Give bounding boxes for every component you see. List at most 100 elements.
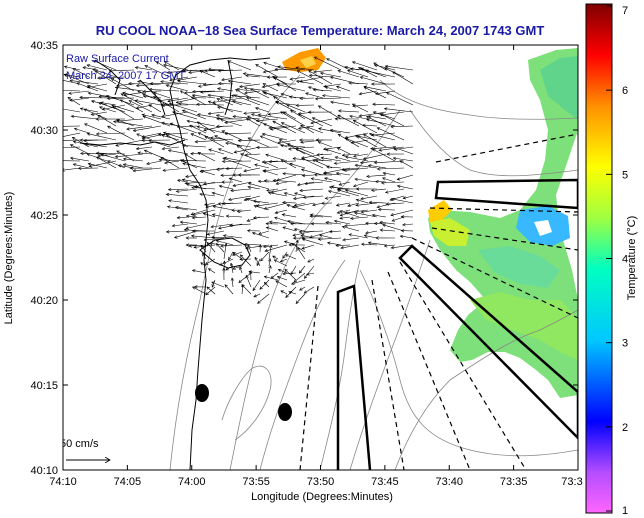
current-vector	[63, 89, 81, 92]
current-vector-head	[112, 105, 116, 109]
current-vector	[277, 84, 306, 92]
current-vector	[282, 214, 297, 218]
current-vector	[185, 181, 207, 184]
current-vector	[230, 263, 234, 274]
current-vector	[95, 70, 117, 85]
current-vector	[192, 209, 216, 216]
current-vector-head	[254, 107, 259, 111]
current-vector	[142, 93, 171, 106]
current-vector	[336, 172, 351, 176]
current-vector	[153, 96, 180, 113]
current-vector	[169, 76, 189, 81]
current-vector	[325, 86, 342, 92]
current-vector-head	[70, 114, 75, 119]
current-vector-head	[191, 186, 195, 190]
current-vector-head	[161, 121, 165, 125]
current-vector	[284, 192, 297, 197]
current-vector	[353, 120, 378, 134]
current-vector	[336, 86, 351, 92]
current-vector-head	[255, 64, 259, 68]
current-vector-head	[268, 220, 273, 224]
current-vector-head	[301, 173, 306, 178]
current-vector-head	[301, 238, 306, 242]
sst-patch-north	[282, 48, 326, 72]
current-vector-head	[261, 91, 266, 94]
current-vector	[343, 167, 369, 171]
current-vector-head	[252, 287, 256, 292]
current-vector	[301, 234, 315, 239]
current-vector-head	[344, 65, 348, 70]
current-vector-head	[266, 188, 270, 192]
current-vector-head	[376, 127, 381, 131]
current-vector-head	[385, 202, 389, 206]
current-vector	[153, 92, 171, 99]
current-vector-head	[217, 87, 221, 91]
current-vector	[210, 223, 234, 228]
current-vector-head	[190, 133, 195, 137]
current-vector	[241, 284, 244, 295]
current-vector	[272, 255, 279, 260]
current-vector-head	[225, 166, 229, 171]
current-vector-head	[245, 74, 249, 78]
current-vector-head	[294, 192, 298, 196]
current-vector-head	[132, 128, 137, 132]
current-vector-head	[268, 258, 272, 262]
current-vector	[135, 67, 153, 71]
current-vector-head	[230, 277, 234, 281]
current-vector	[137, 152, 153, 155]
current-vector	[385, 65, 414, 71]
current-vector-head	[362, 133, 367, 137]
current-vector-head	[379, 220, 383, 225]
current-vector	[256, 258, 261, 266]
current-vector-head	[363, 86, 368, 90]
current-vector	[360, 160, 378, 164]
current-vector	[393, 157, 414, 162]
current-vector	[283, 111, 297, 120]
current-vector-head	[185, 214, 190, 218]
current-vector-head	[222, 267, 226, 271]
current-vector-head	[160, 156, 164, 160]
colorbar: 7 6 5 4 3 2 1 Temperature (°C)	[585, 3, 638, 517]
current-vector	[161, 134, 180, 141]
current-vector-head	[321, 201, 325, 205]
current-vector-head	[204, 136, 209, 140]
current-vector-head	[114, 86, 119, 90]
current-vector-head	[399, 234, 404, 239]
current-vector-head	[282, 255, 286, 259]
current-vector-head	[120, 93, 125, 97]
current-vector-head	[366, 174, 370, 178]
current-vector-head	[180, 159, 184, 163]
current-vector	[174, 230, 198, 238]
current-vector-head	[192, 89, 196, 94]
current-vector-head	[249, 88, 254, 92]
current-vector	[252, 279, 261, 291]
current-vector	[320, 72, 342, 78]
current-vector	[299, 230, 324, 233]
current-vector-head	[73, 127, 78, 131]
x-tick-label: 74:05	[114, 476, 142, 488]
current-vector	[221, 130, 243, 141]
current-vector-head	[297, 247, 301, 251]
current-vector	[280, 111, 306, 127]
current-vector-head	[402, 223, 406, 227]
current-vector-head	[283, 240, 288, 244]
current-vector	[99, 96, 126, 99]
colorbar-tick-label: 7	[622, 5, 628, 17]
current-vector-head	[221, 130, 226, 134]
current-vector-head	[221, 180, 225, 184]
current-vector-head	[236, 209, 241, 213]
current-vector	[97, 115, 117, 127]
current-vector-head	[232, 115, 236, 119]
plot-area: Raw Surface Current March 24, 2007 17 GM…	[63, 45, 578, 470]
current-vector	[192, 90, 216, 92]
current-vector-head	[246, 218, 251, 222]
current-vector	[220, 119, 243, 127]
current-vector	[313, 89, 333, 92]
current-vector	[354, 178, 378, 183]
current-vector-head	[263, 61, 267, 65]
current-vector-head	[245, 197, 250, 202]
current-vector-head	[206, 286, 210, 290]
current-vector	[136, 133, 153, 141]
current-vector	[238, 139, 261, 141]
current-vector	[263, 62, 288, 71]
